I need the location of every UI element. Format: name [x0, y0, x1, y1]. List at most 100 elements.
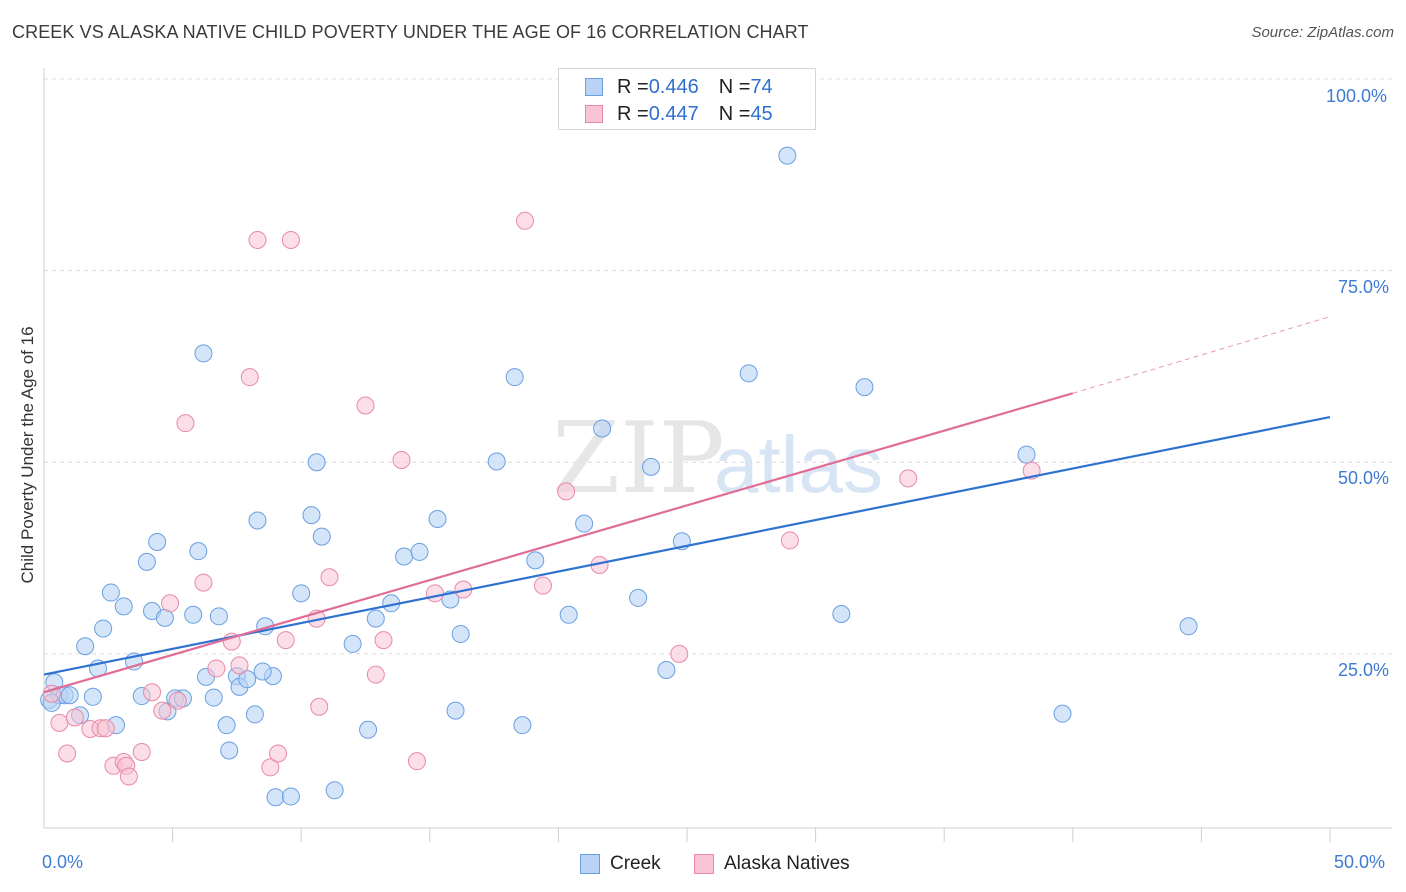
alaska-point-2: [58, 744, 77, 763]
watermark-atlas: atlas: [714, 420, 883, 509]
alaska-point-42: [780, 531, 799, 550]
alaska-point-13: [153, 701, 172, 720]
alaska-trend-line: [43, 392, 1074, 694]
creek-point-38: [281, 787, 300, 806]
creek-point-26: [204, 688, 223, 707]
alaska-point-11: [132, 742, 151, 761]
alaska-r-value: 0.447: [648, 102, 699, 125]
creek-point-55: [505, 368, 524, 387]
creek-point-68: [855, 378, 874, 397]
creek-point-6: [76, 637, 95, 656]
creek-point-23: [189, 542, 208, 561]
alaska-point-1: [50, 713, 69, 732]
creek-point-12: [114, 597, 133, 616]
alaska-point-23: [261, 758, 280, 777]
bottom-alaska-swatch: [694, 854, 714, 874]
chart-title: CREEK VS ALASKA NATIVE CHILD POVERTY UND…: [12, 22, 809, 42]
creek-point-51: [441, 590, 460, 609]
alaska-point-28: [310, 697, 329, 716]
creek-point-67: [832, 605, 851, 624]
alaska-trend-extension: [1072, 316, 1331, 394]
creek-points: [40, 146, 1198, 807]
creek-point-50: [428, 509, 447, 528]
alaska-point-10: [119, 767, 138, 786]
alaska-point-33: [392, 450, 411, 469]
alaska-point-32: [374, 631, 393, 650]
alaska-n-value: 45: [750, 102, 773, 125]
creek-point-9: [94, 619, 113, 638]
alaska-point-37: [515, 211, 534, 230]
creek-point-43: [325, 781, 344, 800]
creek-point-34: [248, 511, 267, 530]
alaska-point-16: [176, 414, 195, 433]
alaska-point-22: [248, 230, 267, 249]
creek-point-22: [184, 605, 203, 624]
bottom-creek-label: Creek: [610, 853, 661, 874]
alaska-point-24: [269, 744, 288, 763]
creek-point-73: [253, 662, 272, 681]
creek-point-28: [217, 716, 236, 735]
alaska-point-29: [320, 568, 339, 587]
bottom-legend-creek: Creek: [580, 852, 661, 876]
gridlines: [44, 78, 1392, 655]
alaska-points: [42, 211, 1041, 786]
creek-point-63: [657, 660, 676, 679]
alaska-point-34: [407, 752, 426, 771]
creek-point-65: [739, 364, 758, 383]
y-tick-label-100: 100.0%: [1326, 86, 1388, 106]
trend-lines: [43, 316, 1331, 694]
y-tick-label-25: 25.0%: [1338, 660, 1390, 680]
bottom-alaska-label: Alaska Natives: [724, 853, 850, 874]
creek-swatch: [585, 78, 603, 96]
alaska-point-25: [276, 631, 295, 650]
y-tick-label-50: 50.0%: [1338, 468, 1390, 488]
creek-point-54: [487, 452, 506, 471]
alaska-point-41: [670, 644, 689, 663]
alaska-point-43: [899, 469, 918, 488]
alaska-point-26: [281, 230, 300, 249]
creek-r-value: 0.446: [648, 75, 699, 98]
creek-point-45: [359, 720, 378, 739]
creek-point-58: [559, 605, 578, 624]
source-credit: Source: ZipAtlas.com: [1251, 24, 1394, 41]
creek-point-37: [266, 788, 285, 807]
alaska-point-20: [230, 656, 249, 675]
creek-point-52: [446, 701, 465, 720]
creek-point-7: [83, 687, 102, 706]
alaska-point-14: [161, 594, 180, 613]
y-tick-label-75: 75.0%: [1338, 277, 1390, 297]
bottom-legend-alaska: Alaska Natives: [694, 852, 850, 876]
creek-n-value: 74: [750, 75, 773, 98]
creek-point-17: [148, 532, 167, 551]
correlation-legend: R = 0.446 N = 74 R = 0.447 N = 45: [558, 68, 816, 130]
creek-point-70: [1053, 704, 1072, 723]
watermark: ZIP atlas: [552, 402, 883, 516]
alaska-point-31: [366, 665, 385, 684]
creek-point-41: [307, 453, 326, 472]
creek-point-4: [60, 686, 79, 705]
alaska-point-12: [143, 683, 162, 702]
watermark-zip: ZIP: [552, 402, 725, 516]
y-axis-title: Child Poverty Under the Age of 16: [18, 326, 37, 584]
creek-point-49: [410, 542, 429, 561]
creek-point-24: [194, 344, 213, 363]
creek-point-15: [137, 552, 156, 571]
alaska-point-18: [207, 659, 226, 678]
creek-point-32: [238, 670, 257, 689]
x-tick-label-max: 50.0%: [1334, 852, 1386, 872]
creek-point-27: [209, 607, 228, 626]
alaska-point-21: [240, 368, 259, 387]
creek-point-33: [245, 705, 264, 724]
creek-point-56: [513, 716, 532, 735]
creek-point-48: [395, 547, 414, 566]
creek-n-label: N =: [718, 75, 751, 98]
creek-point-61: [629, 588, 648, 607]
creek-r-label: R =: [617, 75, 649, 98]
legend-row-creek: R = 0.446 N = 74: [585, 75, 773, 99]
alaska-point-39: [557, 482, 576, 501]
alaska-point-30: [356, 396, 375, 415]
alaska-r-label: R =: [617, 102, 649, 125]
creek-point-62: [641, 457, 660, 476]
alaska-point-35: [425, 584, 444, 603]
creek-trend-line: [43, 415, 1331, 676]
